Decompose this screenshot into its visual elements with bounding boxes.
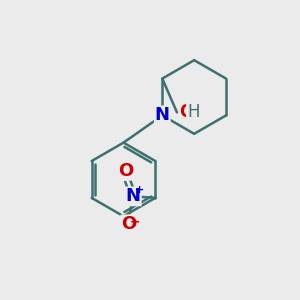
Text: H: H xyxy=(187,103,200,122)
Text: +: + xyxy=(135,185,144,195)
Text: N: N xyxy=(155,106,170,124)
Text: −: − xyxy=(130,215,141,229)
Text: O: O xyxy=(118,162,134,180)
Text: O: O xyxy=(121,215,136,233)
Text: O: O xyxy=(179,103,194,122)
Text: N: N xyxy=(126,188,141,206)
